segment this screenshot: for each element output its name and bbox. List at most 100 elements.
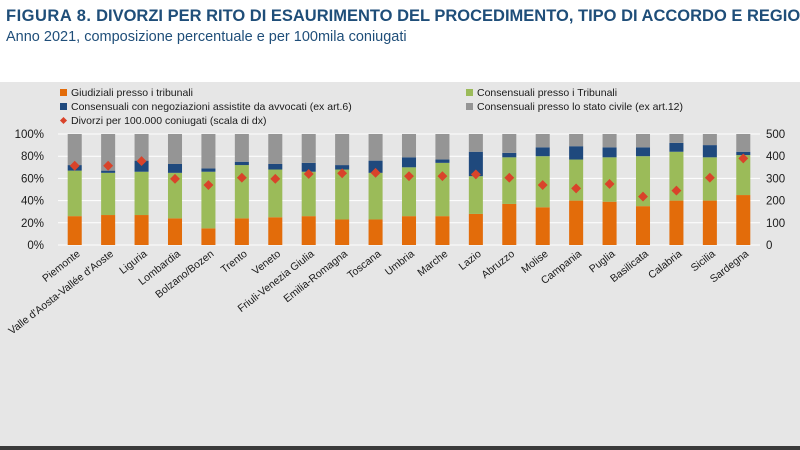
rate-marker [604, 179, 615, 189]
x-tick-label: Lazio [457, 248, 484, 273]
bar-segment-stato_civile [301, 134, 316, 163]
x-tick-label: Sicilia [689, 248, 718, 274]
bar-segment-negoziazioni [669, 142, 684, 152]
bar-segment-stato_civile [635, 134, 651, 148]
x-tick-label: Trento [219, 248, 250, 276]
legend-swatch-marker [59, 116, 68, 125]
x-tick-label: Marche [415, 248, 450, 279]
rate-marker [638, 191, 648, 202]
rate-marker [170, 173, 180, 184]
bar-segment-consensuali_tribunali [335, 169, 350, 220]
bar-segment-consensuali_tribunali [435, 162, 450, 217]
bar-segment-stato_civile [167, 134, 183, 164]
bar-segment-consensuali_tribunali [67, 170, 82, 217]
rate-marker [203, 180, 214, 191]
y2-tick-label: 500 [766, 129, 785, 141]
y2-tick-label: 0 [766, 240, 772, 252]
rate-marker [236, 172, 247, 183]
rate-marker [136, 156, 147, 167]
bar-segment-consensuali_tribunali [134, 171, 149, 216]
y2-tick-label: 100 [766, 218, 785, 230]
bar-segment-stato_civile [468, 134, 483, 152]
bar-segment-stato_civile [67, 134, 82, 166]
rate-marker [270, 173, 281, 184]
legend-label-negoziazioni: Consensuali con negoziazioni assistite d… [71, 101, 352, 113]
bar-segment-negoziazioni [201, 168, 216, 172]
bar-segment-consensuali_tribunali [736, 155, 751, 196]
bar-segment-negoziazioni [401, 157, 417, 168]
bar-segment-giudiziali [234, 218, 249, 245]
bar-segment-giudiziali [101, 215, 116, 245]
bar-segment-stato_civile [201, 134, 216, 169]
bar-segment-giudiziali [368, 219, 383, 245]
title-block: FIGURA 8. DIVORZI PER RITO DI ESAURIMENT… [6, 6, 800, 46]
figure-title: FIGURA 8. DIVORZI PER RITO DI ESAURIMENT… [6, 6, 800, 26]
bar-segment-negoziazioni [335, 165, 350, 170]
bar-segment-stato_civile [435, 134, 450, 160]
y-tick-label: 20% [21, 218, 44, 230]
bar-segment-giudiziali [167, 218, 183, 245]
bar-segment-negoziazioni [268, 163, 283, 170]
bar-segment-stato_civile [134, 134, 149, 161]
y-tick-label: 60% [21, 173, 44, 185]
y-tick-label: 0% [27, 240, 44, 252]
legend-swatch-negoziazioni [60, 103, 67, 110]
x-tick-label: Bolzano/Bozen [153, 248, 216, 301]
legend-swatch-consensuali_tribunali [466, 89, 473, 96]
bar-segment-consensuali_tribunali [669, 151, 684, 201]
y-axis-left: 0% 20% 40% 60% 80% 100% [15, 129, 44, 252]
bar-segment-giudiziali [502, 203, 517, 245]
bar-segment-negoziazioni [167, 163, 183, 173]
figure-number: FIGURA 8. [6, 7, 92, 25]
legend: Giudiziali presso i tribunali Consensuali… [59, 87, 683, 127]
bar-segment-consensuali_tribunali [569, 159, 584, 201]
bar-segment-negoziazioni [702, 145, 717, 158]
y-tick-label: 100% [15, 129, 44, 141]
chart-panel: Giudiziali presso i tribunali Consensuali… [0, 82, 800, 446]
bar-segment-consensuali_tribunali [301, 171, 316, 217]
bar-segment-stato_civile [335, 134, 350, 166]
x-tick-label: Calabria [646, 248, 684, 282]
stacked-bar-chart: Giudiziali presso i tribunali Consensuali… [6, 87, 785, 337]
bar-segment-stato_civile [101, 134, 116, 171]
y2-tick-label: 400 [766, 151, 785, 163]
bar-segment-giudiziali [535, 207, 550, 245]
rate-marker [69, 160, 80, 171]
bar-segment-stato_civile [569, 134, 584, 147]
legend-swatch-stato_civile [466, 103, 473, 110]
bar-segment-consensuali_tribunali [268, 169, 283, 218]
bottom-bar [0, 446, 800, 450]
bar-segment-stato_civile [669, 134, 684, 143]
bar-segment-consensuali_tribunali [368, 172, 383, 220]
bar-segment-stato_civile [702, 134, 717, 146]
bar-segment-consensuali_tribunali [101, 172, 116, 216]
bar-segment-stato_civile [234, 134, 249, 162]
bar-segment-negoziazioni [736, 151, 751, 156]
bar-segment-giudiziali [268, 217, 283, 245]
rate-marker [571, 183, 582, 194]
rate-marker [738, 153, 749, 164]
legend-label-consensuali_tribunali: Consensuali presso i Tribunali [477, 87, 617, 99]
x-tick-label: Basilicata [608, 248, 651, 285]
bar-segment-giudiziali [736, 195, 751, 245]
bar-segment-giudiziali [401, 216, 417, 245]
bar-segment-giudiziali [301, 216, 316, 245]
bar-segment-stato_civile [401, 134, 417, 158]
y-tick-label: 80% [21, 151, 44, 163]
rate-marker [671, 185, 682, 196]
bar-segment-stato_civile [268, 134, 283, 164]
y-tick-label: 40% [21, 196, 44, 208]
bar-segment-stato_civile [535, 134, 550, 148]
bar-segment-giudiziali [435, 216, 450, 245]
legend-swatch-giudiziali [60, 89, 67, 96]
bar-segment-negoziazioni [101, 170, 116, 173]
bar-segment-consensuali_tribunali [635, 156, 651, 207]
bar-segment-giudiziali [468, 213, 483, 245]
bar-segment-stato_civile [736, 134, 751, 152]
legend-label-giudiziali: Giudiziali presso i tribunali [71, 87, 193, 99]
rate-marker [704, 172, 715, 183]
bar-segment-stato_civile [368, 134, 383, 161]
bar-segment-negoziazioni [635, 147, 651, 157]
y2-tick-label: 300 [766, 173, 785, 185]
